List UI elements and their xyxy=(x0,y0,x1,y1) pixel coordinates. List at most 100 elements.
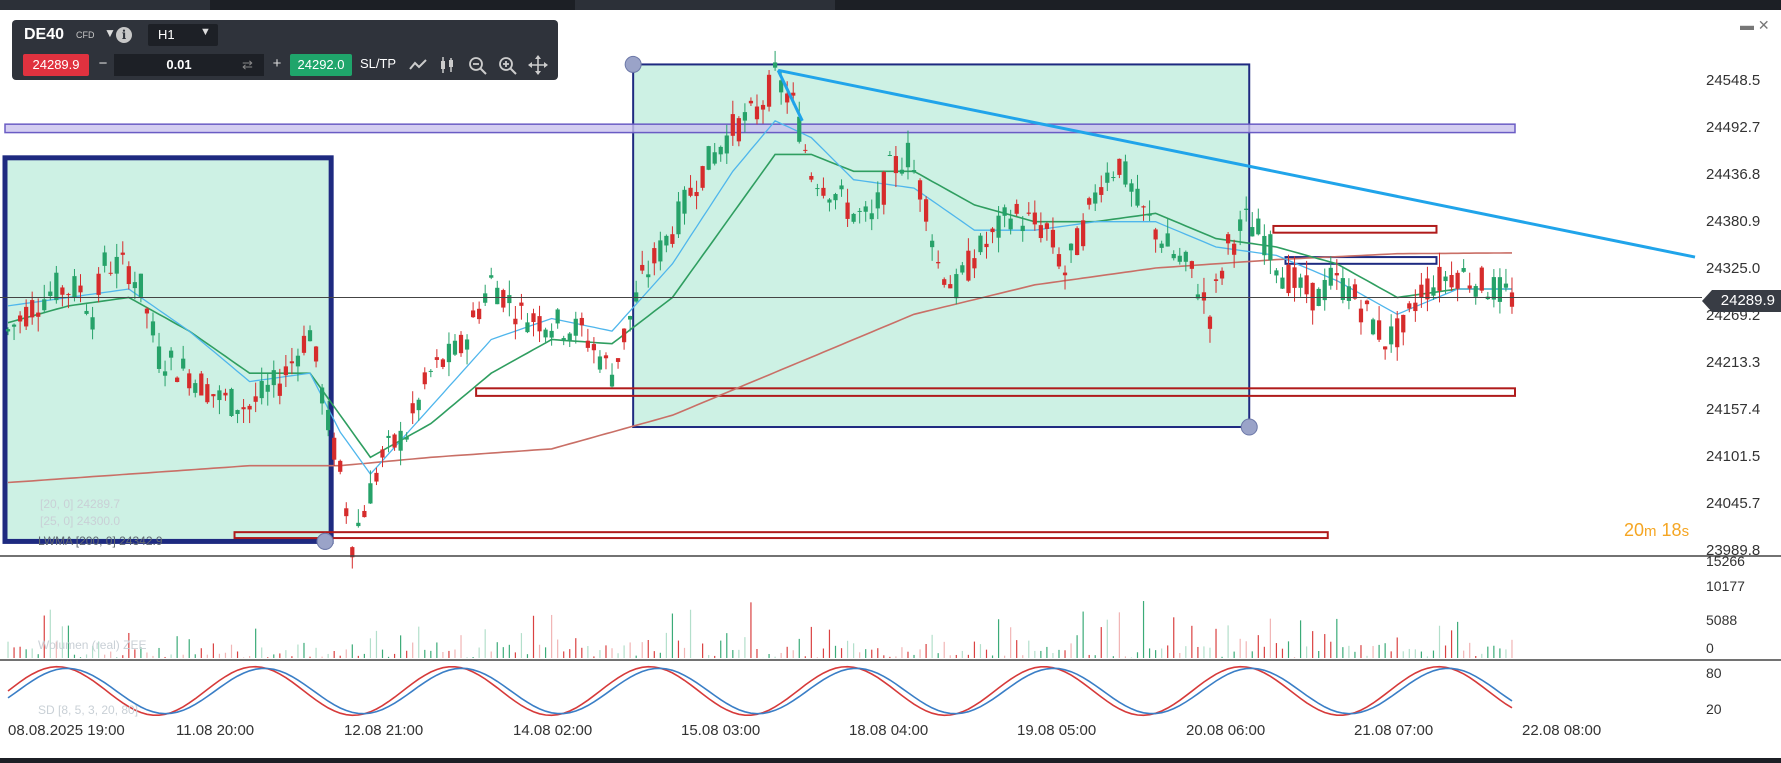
candle-body xyxy=(66,294,71,296)
time-tick-label: 21.08 07:00 xyxy=(1354,722,1433,739)
candle-body xyxy=(531,313,536,323)
candle-body xyxy=(199,373,204,396)
bottom-bar xyxy=(0,758,1781,763)
candle-body xyxy=(162,371,168,376)
time-tick-label: 08.08.2025 19:00 xyxy=(8,722,125,739)
candle-body xyxy=(827,199,832,203)
candle-body xyxy=(555,309,560,324)
info-icon[interactable]: i xyxy=(116,27,132,43)
candle-body xyxy=(996,215,1001,238)
candle-body xyxy=(561,338,566,341)
candle-body xyxy=(150,321,156,336)
candle-body xyxy=(90,317,95,330)
trade-toolbar: DE40 CFD ▼ i H1 ▼ 24289.9 − 0.01 ⇄ + 242… xyxy=(12,20,558,80)
candle-body xyxy=(869,213,874,220)
candle-body xyxy=(483,293,488,303)
current-price-tag: 24289.9 xyxy=(1702,290,1781,312)
candle-body xyxy=(1117,158,1122,175)
candle-body xyxy=(120,252,125,255)
candle-body xyxy=(1419,284,1424,298)
candle-body xyxy=(78,285,83,293)
candle-body xyxy=(356,522,361,527)
candle-body xyxy=(1002,207,1007,216)
candle-body xyxy=(36,312,41,317)
candle-body xyxy=(181,358,186,369)
candle-body xyxy=(374,472,379,482)
sl-tp-button[interactable]: SL/TP xyxy=(359,56,397,71)
candle-body xyxy=(803,149,808,151)
candle-body xyxy=(1141,206,1146,208)
oscillator-tick-label: 20 xyxy=(1706,701,1722,717)
time-tick-label: 19.08 05:00 xyxy=(1017,722,1096,739)
candle-body xyxy=(1479,267,1484,291)
candle-body xyxy=(1050,229,1056,248)
candle-body xyxy=(235,410,240,415)
top-bar-tab xyxy=(0,0,210,10)
candle-body xyxy=(1153,229,1158,240)
candle-body xyxy=(742,112,748,121)
close-icon[interactable]: ✕ xyxy=(1757,17,1770,33)
candle-body xyxy=(138,273,144,297)
candle-body xyxy=(585,340,590,348)
lot-increase-button[interactable]: + xyxy=(272,55,282,72)
candle-body xyxy=(301,335,307,353)
candle-body xyxy=(464,339,470,350)
lot-input[interactable]: 0.01 ⇄ xyxy=(114,54,264,76)
candle-body xyxy=(519,302,524,306)
candle-body xyxy=(446,343,452,363)
price-tick-label: 24157.4 xyxy=(1706,401,1760,418)
candle-body xyxy=(1407,303,1412,309)
zoom-out-icon[interactable] xyxy=(466,54,490,76)
price-tick-label: 24101.5 xyxy=(1706,448,1760,465)
indicator-lines xyxy=(7,119,1512,484)
candle-body xyxy=(1268,234,1273,261)
candle-body xyxy=(1232,243,1237,255)
chevron-down-icon[interactable]: ▼ xyxy=(104,26,116,40)
sell-button[interactable]: 24289.9 xyxy=(23,54,89,76)
candle-body xyxy=(615,358,621,362)
candle-body xyxy=(664,235,669,246)
candle-body xyxy=(905,142,911,168)
trendline-stub xyxy=(776,69,804,122)
candle-body xyxy=(1038,225,1043,239)
candle-body xyxy=(1292,267,1297,288)
buy-button[interactable]: 24292.0 xyxy=(290,54,352,76)
candle-body xyxy=(525,322,530,333)
candle-body xyxy=(609,374,615,387)
reset-icon[interactable]: ⇄ xyxy=(242,57,253,72)
move-icon[interactable] xyxy=(526,54,550,76)
price-tick-label: 24492.7 xyxy=(1706,119,1760,136)
candle-body xyxy=(1225,234,1231,244)
candle-body xyxy=(1129,183,1134,192)
candle-body xyxy=(319,387,325,404)
lot-decrease-button[interactable]: − xyxy=(98,55,108,72)
candle-body xyxy=(404,437,409,440)
line-chart-icon[interactable] xyxy=(406,54,430,76)
timer-sec-unit: s xyxy=(1681,523,1690,540)
candle-body xyxy=(168,350,174,358)
candle-body xyxy=(452,340,458,355)
candle-body xyxy=(295,355,301,367)
candle-body xyxy=(724,135,729,154)
candle-body xyxy=(1497,277,1503,302)
minimize-icon[interactable]: ▬ xyxy=(1740,17,1754,33)
oscillator-tick-label: 80 xyxy=(1706,665,1722,681)
candle-body xyxy=(1304,275,1309,295)
candle-body xyxy=(573,318,578,336)
symbol-type-label: CFD xyxy=(76,30,95,40)
zoom-in-icon[interactable] xyxy=(496,54,520,76)
lot-value: 0.01 xyxy=(166,57,192,72)
timer-seconds: 18 xyxy=(1661,520,1682,540)
symbol-label[interactable]: DE40 xyxy=(24,26,65,43)
candle-body xyxy=(863,206,868,212)
candle-timer: 20m 18s xyxy=(1624,520,1689,541)
candle-chart-icon[interactable] xyxy=(436,54,460,76)
timer-minutes: 20 xyxy=(1624,520,1645,540)
candle-body xyxy=(5,329,11,332)
faint-indicator-label: [20, 0] 24289.7 xyxy=(40,497,121,511)
candle-body xyxy=(1081,220,1086,247)
timeframe-select[interactable]: H1 ▼ xyxy=(148,24,218,46)
candle-body xyxy=(114,256,119,274)
candle-body xyxy=(875,192,880,209)
